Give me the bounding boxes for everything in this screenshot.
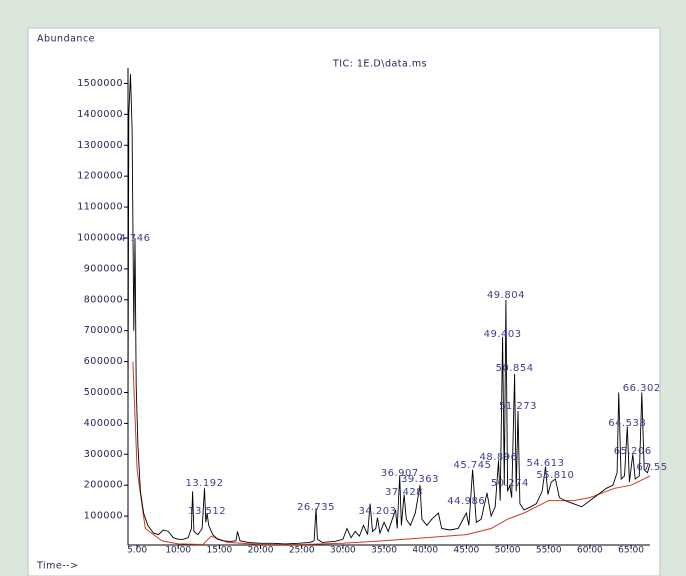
peak-label: 4.746	[119, 233, 150, 244]
peak-label: 55.810	[536, 470, 574, 481]
x-tick-label: 45.00	[454, 546, 480, 556]
y-tick-label: 200000	[84, 480, 123, 491]
y-tick-label: 800000	[84, 294, 123, 305]
y-tick-label: 1000000	[77, 232, 123, 243]
peak-label: 67.55	[636, 462, 667, 473]
y-tick-label: 600000	[84, 356, 123, 367]
peak-label: 13.512	[188, 506, 226, 517]
x-tick-label: 65.00	[618, 546, 644, 556]
x-tick-label: 15.00	[207, 546, 233, 556]
y-axis-label: Abundance	[37, 34, 95, 45]
peak-label: 39.363	[401, 474, 439, 485]
x-tick-label: 60.00	[577, 546, 603, 556]
peak-label: 54.613	[527, 458, 565, 469]
x-tick-label: 20.00	[248, 546, 274, 556]
peak-label: 51.273	[499, 401, 537, 412]
peak-label: 50.274	[491, 478, 529, 489]
x-tick-label: 55.00	[536, 546, 562, 556]
x-tick-label: 30.00	[330, 546, 356, 556]
x-tick-label: 5.00	[127, 546, 147, 556]
y-tick-label: 1200000	[77, 171, 123, 182]
y-tick-label: 300000	[84, 449, 123, 460]
y-tick-label: 100000	[84, 511, 123, 522]
x-tick-label: 25.00	[289, 546, 315, 556]
peak-label: 49.403	[484, 329, 522, 340]
y-tick-label: 1100000	[77, 202, 123, 213]
peak-label: 26.735	[297, 502, 335, 513]
y-tick-label: 400000	[84, 418, 123, 429]
trace	[127, 74, 651, 545]
y-tick-label: 1400000	[77, 109, 123, 120]
trace	[132, 361, 651, 546]
chart-title: TIC: 1E.D\data.ms	[332, 59, 427, 70]
y-tick-label: 1500000	[77, 78, 123, 89]
peak-label: 13.192	[186, 478, 224, 489]
peak-label: 36.907	[381, 468, 419, 479]
peak-label: 50.854	[496, 363, 534, 374]
x-tick-label: 40.00	[412, 546, 438, 556]
x-tick-label: 50.00	[495, 546, 521, 556]
y-tick-label: 1300000	[77, 140, 123, 151]
peak-label: 64.538	[608, 418, 646, 429]
y-tick-label: 700000	[84, 325, 123, 336]
y-tick-label: 900000	[84, 263, 123, 274]
x-axis-label: Time-->	[36, 561, 79, 572]
peak-label: 49.804	[487, 290, 525, 301]
x-tick-label: 35.00	[371, 546, 397, 556]
y-tick-label: 500000	[84, 387, 123, 398]
peak-label: 37.428	[385, 487, 423, 498]
peak-label: 65.206	[614, 446, 652, 457]
x-tick-label: 10.00	[165, 546, 191, 556]
peak-label: 48.896	[479, 452, 517, 463]
peak-label: 66.302	[623, 383, 661, 394]
peak-label: 34.203	[358, 506, 396, 517]
peak-label: 45.745	[454, 460, 492, 471]
peak-label: 44.986	[447, 496, 485, 507]
